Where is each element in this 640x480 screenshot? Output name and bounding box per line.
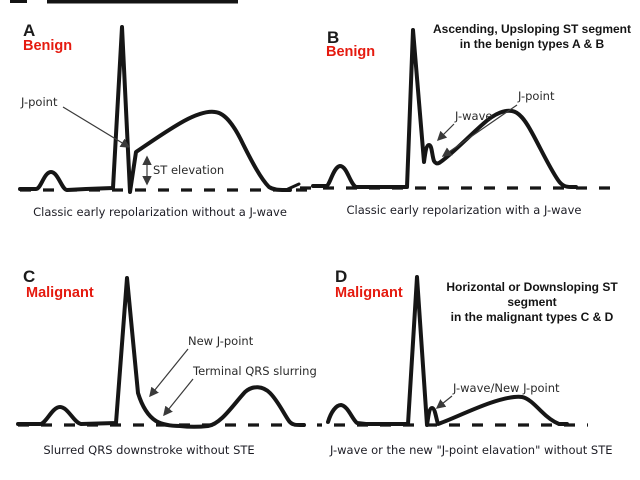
- malignant-st-segment-note: Horizontal or Downsloping ST segment in …: [424, 280, 640, 325]
- panel-c-terminal-qrs-slurring-label: Terminal QRS slurring: [193, 364, 317, 378]
- panel-a-letter: A: [23, 21, 36, 40]
- panel-a-caption: Classic early repolarization without a J…: [33, 205, 287, 219]
- ecg-trace-panel-a: [18, 25, 292, 194]
- benign-note-line1: Ascending, Upsloping ST segment: [432, 22, 632, 36]
- j-wave-new-j-point-arrow-d: [435, 395, 453, 409]
- panel-b-caption: Classic early repolarization with a J-wa…: [346, 203, 582, 217]
- new-j-point-arrow-c: [149, 348, 189, 398]
- malignant-note-line1: Horizontal or Downsloping ST segment: [446, 280, 618, 309]
- panel-d-caption: J-wave or the new "J-point elavation" wi…: [330, 443, 613, 457]
- ecg-trace-panel-c: [16, 276, 306, 429]
- ecg-trace-panel-b: [311, 28, 578, 189]
- j-point-arrow-a: [62, 106, 131, 148]
- benign-st-segment-note: Ascending, Upsloping ST segment in the b…: [424, 22, 640, 52]
- malignant-note-line2: in the malignant types C & D: [450, 310, 614, 324]
- panel-c-letter: C: [23, 267, 36, 286]
- panel-b-j-point-label: J-point: [518, 89, 555, 103]
- cropped-title-remnant: [10, 0, 238, 4]
- panel-c-new-j-point-label: New J-point: [188, 334, 254, 348]
- panel-a-j-point-label: J-point: [21, 95, 58, 109]
- panel-b-type-label: Benign: [326, 44, 376, 60]
- panel-a-st-elevation-label: ST elevation: [153, 163, 225, 177]
- panel-c-caption: Slurred QRS downstroke without STE: [43, 443, 255, 457]
- panel-b-letter: B: [327, 28, 340, 47]
- panel-a-type-label: Benign: [23, 38, 73, 54]
- terminal-qrs-slurring-arrow-c: [163, 378, 194, 417]
- panel-d-letter: D: [335, 267, 348, 286]
- j-point-arrow-b: [441, 104, 518, 157]
- j-wave-arrow-b: [436, 123, 455, 142]
- ecg-trace-panel-a-end-tick: [286, 182, 301, 191]
- panel-d-type-label: Malignant: [335, 285, 403, 301]
- benign-note-line2: in the benign types A & B: [459, 37, 605, 51]
- panel-d-j-wave-new-j-point-label: J-wave/New J-point: [453, 381, 560, 395]
- ecg-trace-panel-d: [326, 275, 569, 427]
- panel-b-j-wave-label: J-wave: [455, 109, 493, 123]
- panel-c-type-label: Malignant: [26, 285, 94, 301]
